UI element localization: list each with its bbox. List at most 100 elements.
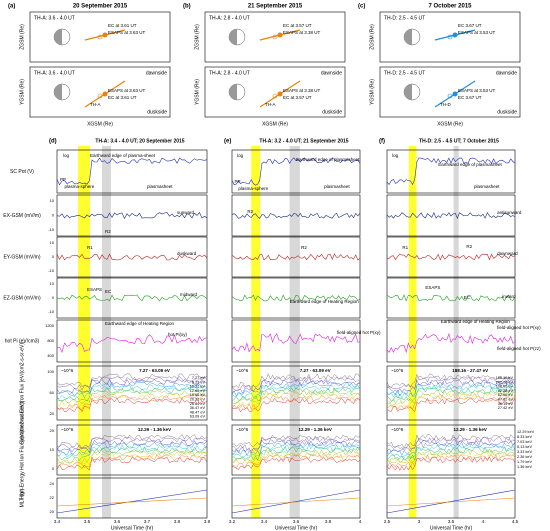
x-tick-label: 3.5 [84, 519, 91, 524]
trace [56, 211, 208, 220]
axis-label: XGSM (Re) [437, 121, 463, 127]
legend-entry: 2.36 keV [517, 455, 532, 459]
orbit-annotation: TH-D [440, 102, 451, 107]
trace [56, 294, 208, 302]
y-tick-label: 400 [47, 353, 54, 358]
plot-frame [386, 194, 516, 237]
panel-header: TH-D: 2.5 - 4.5 UT; 7 October 2015 [419, 138, 499, 144]
spacecraft [452, 32, 458, 38]
panel-header: TH-A: 3.2 - 4.0 UT; 21 September 2015 [259, 138, 348, 144]
spacecraft [272, 34, 278, 40]
y-tick-label: 20 [50, 411, 55, 416]
trace [231, 384, 361, 399]
trace [386, 451, 516, 464]
earth-night [404, 29, 412, 45]
y-tick-label: 1200 [45, 323, 55, 328]
y-tick-label: 10 [50, 447, 55, 452]
annotation: log [392, 153, 399, 158]
annotation: Earthward edge of plasmasheet [296, 157, 360, 162]
y-tick-label: 800 [47, 338, 54, 343]
legend-entry: 188.16 eV [496, 376, 514, 380]
annotation: Earthward edge of Heating Region [290, 299, 360, 304]
heating-band [78, 146, 90, 518]
annotation: Earthward edge of Heating Region [105, 321, 175, 326]
x-tick-label: 3.9 [204, 519, 211, 524]
energy-range: 12.29 - 1.36 keV [138, 427, 171, 432]
trace [231, 389, 361, 405]
trace [386, 395, 516, 410]
trace [386, 434, 516, 449]
axis-label: ZGSM (Re) [194, 24, 200, 50]
trace [232, 397, 361, 413]
heating-band [251, 146, 261, 518]
annotation: R1 [402, 245, 408, 250]
orbit-annotation: EC at 3.57 UT [283, 23, 312, 28]
row-label: EX-GSM (mV/m) [3, 213, 41, 219]
trace [231, 497, 361, 507]
annotation: Earthward edge of plasmasheet [438, 162, 502, 167]
orbit-title: TH-A: 2.8 - 4.0 UT [209, 70, 250, 76]
trace [231, 381, 361, 397]
trace [386, 449, 516, 463]
orbit-box [29, 66, 171, 118]
axis-label: YGSM (Re) [19, 79, 25, 105]
x-tick-label: 3.4 [54, 519, 61, 524]
axis-label: YGSM (Re) [369, 79, 375, 105]
plot-frame [386, 424, 516, 476]
plot-frame [386, 477, 516, 519]
date: 20 September 2015 [73, 4, 128, 10]
legend-entry: 36.19 eV [498, 402, 514, 406]
orbit-box [204, 11, 346, 63]
dawnside: dawnside [496, 70, 517, 76]
annotation: plasma-sphere [238, 186, 268, 191]
trace [56, 376, 208, 391]
y-tick-label: 20 [50, 509, 55, 514]
x-tick-label: 3.2 [229, 519, 236, 524]
trace [231, 451, 361, 465]
spacecraft [102, 32, 108, 38]
plot-frame [386, 365, 516, 421]
plot-frame [231, 319, 361, 363]
x-tick-label: 4 [359, 519, 362, 524]
edge-band [102, 146, 111, 518]
trace [386, 392, 516, 407]
legend-entry: 26.84 eV [190, 402, 206, 406]
y-tick-label: 24 [50, 481, 55, 486]
y-tick-label: 0 [52, 466, 55, 471]
annotation: duskward [177, 251, 197, 256]
trace [56, 395, 208, 410]
plot-frame [386, 319, 516, 363]
panel-label: (d) [49, 139, 57, 145]
annotation: EC [464, 295, 471, 300]
orbit-annotation: ESAPS at 3.63 UT [108, 30, 146, 35]
annotation: PP [60, 177, 66, 182]
row-label: MLT (hr) [19, 488, 25, 507]
scale-note: ~10^6 [61, 368, 74, 373]
plot-frame [231, 149, 361, 194]
trace [231, 333, 361, 353]
annotation: inward [502, 294, 516, 299]
scale-note: ~10^6 [236, 427, 249, 432]
annotation: PP [235, 179, 241, 184]
trace [231, 395, 361, 410]
scale-note: ~10^6 [391, 427, 404, 432]
trace [231, 294, 361, 302]
x-tick-label: 3.5 [448, 519, 455, 524]
trace [231, 379, 361, 394]
legend-entry: 47.82 eV [498, 398, 514, 402]
axis-label: ZGSM (Re) [19, 24, 25, 50]
axis-label: YGSM (Re) [194, 79, 200, 105]
row-label: SC Pot (V) [10, 169, 34, 175]
panel-label: (b) [183, 4, 191, 10]
trace [386, 389, 516, 405]
earth-night [229, 84, 237, 100]
legend-entry: 3.33 keV [517, 450, 532, 454]
trace [386, 211, 516, 220]
trace [231, 157, 361, 186]
annotation: log [237, 153, 244, 158]
annotation: antisunward [497, 210, 522, 215]
legend-entry: 108.05 eV [496, 385, 514, 389]
legend-entry: 82.28 eV [498, 389, 514, 393]
earth-night [54, 29, 62, 45]
panel-header: TH-A: 3.4 - 4.0 UT; 20 September 2015 [95, 138, 184, 144]
